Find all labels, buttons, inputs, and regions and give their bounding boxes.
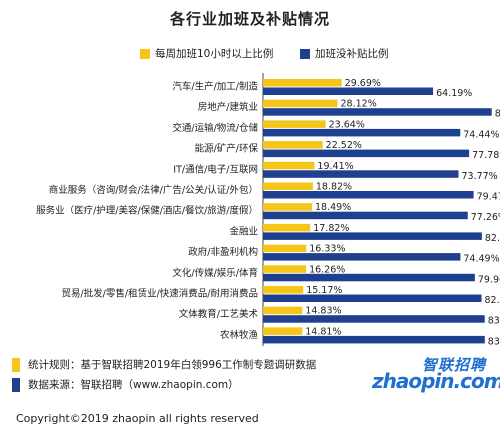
logo-en-text: zhaopin.com bbox=[372, 369, 500, 393]
footer-swatch-yellow bbox=[12, 357, 20, 372]
bar-series1 bbox=[263, 306, 303, 315]
value-label-series1: 22.52% bbox=[326, 140, 362, 151]
category-label: 商业服务（咨询/财会/法律/广告/公关/认证/外包） bbox=[49, 184, 258, 196]
bar-series2 bbox=[263, 335, 485, 344]
bar-series1 bbox=[263, 265, 307, 273]
bar-series2 bbox=[263, 294, 482, 302]
logo-cn-text: 智联招聘 bbox=[421, 356, 486, 374]
category-label: 交通/运输/物流/仓储 bbox=[172, 122, 258, 134]
bar-series2 bbox=[263, 170, 459, 178]
value-label-series1: 29.69% bbox=[345, 78, 381, 89]
legend-label-series1: 每周加班10小时以上比例 bbox=[155, 48, 274, 60]
bar-series1 bbox=[263, 161, 315, 170]
category-label: 汽车/生产/加工/制造 bbox=[172, 81, 258, 93]
value-label-series2: 74.44% bbox=[463, 129, 499, 140]
bar-series2 bbox=[263, 253, 461, 261]
bar-series2 bbox=[263, 273, 475, 282]
copyright-text: Copyright©2019 zhaopin all rights reserv… bbox=[16, 412, 259, 425]
bar-series1 bbox=[263, 203, 312, 211]
legend-swatch-series2 bbox=[300, 48, 310, 59]
value-label-series2: 83.70% bbox=[488, 336, 500, 347]
bar-series2 bbox=[263, 87, 434, 95]
value-label-series1: 23.64% bbox=[329, 119, 365, 130]
footer-note-rule: 统计规则：基于智联招聘2019年白领996工作制专题调研数据 bbox=[12, 357, 316, 372]
value-label-series2: 74.49% bbox=[463, 254, 499, 265]
value-label-series2: 82.46% bbox=[485, 295, 500, 306]
bar-series2 bbox=[263, 149, 470, 158]
category-label: 文化/传媒/娱乐/体育 bbox=[172, 267, 258, 279]
category-label: 文体教育/工艺美术 bbox=[179, 308, 259, 320]
bar-series2 bbox=[263, 315, 485, 323]
bar-series1 bbox=[263, 286, 304, 294]
category-label: 服务业（医疗/护理/美容/保健/酒店/餐饮/旅游/度假） bbox=[36, 205, 258, 217]
footer-swatch-blue bbox=[12, 377, 20, 392]
legend-series1: 每周加班10小时以上比例 bbox=[140, 46, 273, 61]
value-label-series2: 83.67% bbox=[488, 316, 500, 327]
value-label-series2: 79.47% bbox=[477, 192, 500, 203]
category-label: 政府/非盈利机构 bbox=[188, 246, 258, 258]
bar-series2 bbox=[263, 232, 482, 240]
category-label: 农林牧渔 bbox=[220, 329, 259, 341]
chart-area: 汽车/生产/加工/制造 29.69% 64.19% 房地产/建筑业 28.12% 86.3… bbox=[36, 73, 500, 347]
legend-swatch-series1 bbox=[140, 48, 150, 59]
value-label-series1: 18.82% bbox=[316, 182, 352, 193]
value-label-series2: 79.96% bbox=[478, 274, 500, 285]
bar-series1 bbox=[263, 244, 307, 253]
bar-series1 bbox=[263, 182, 313, 190]
legend-label-series2: 加班没补贴比例 bbox=[315, 48, 389, 60]
bar-series1 bbox=[263, 99, 338, 108]
value-label-series2: 86.31% bbox=[495, 109, 500, 120]
category-label: 房地产/建筑业 bbox=[198, 101, 258, 113]
chart-title: 各行业加班及补贴情况 bbox=[169, 10, 330, 28]
bar-series2 bbox=[263, 128, 461, 137]
value-label-series2: 77.26% bbox=[471, 212, 500, 223]
bar-series1 bbox=[263, 327, 303, 335]
bar-series2 bbox=[263, 108, 492, 116]
value-label-series2: 73.77% bbox=[461, 171, 497, 182]
value-label-series1: 19.41% bbox=[317, 161, 353, 172]
value-label-series1: 18.49% bbox=[315, 202, 351, 213]
category-label: IT/通信/电子/互联网 bbox=[173, 163, 258, 175]
bar-series1 bbox=[263, 141, 323, 149]
footer-source-text: 数据来源：智联招聘（www.zhaopin.com） bbox=[28, 379, 239, 391]
footer-rule-text: 统计规则：基于智联招聘2019年白领996工作制专题调研数据 bbox=[28, 359, 317, 371]
legend-series2: 加班没补贴比例 bbox=[300, 46, 389, 61]
bar-series2 bbox=[263, 211, 468, 220]
value-label-series2: 77.78% bbox=[472, 150, 500, 161]
category-label: 贸易/批发/零售/租赁业/快速消费品/耐用消费品 bbox=[61, 288, 258, 300]
value-label-series1: 28.12% bbox=[341, 99, 377, 110]
value-label-series2: 82.60% bbox=[485, 233, 500, 244]
footer-note-source: 数据来源：智联招聘（www.zhaopin.com） bbox=[12, 377, 239, 392]
bar-series2 bbox=[263, 191, 474, 199]
bar-series1 bbox=[263, 79, 342, 87]
value-label-series1: 16.26% bbox=[309, 264, 345, 275]
value-label-series1: 16.33% bbox=[309, 244, 345, 255]
value-label-series1: 15.17% bbox=[306, 285, 342, 296]
value-label-series1: 14.83% bbox=[305, 306, 341, 317]
category-label: 能源/矿产/环保 bbox=[195, 143, 259, 155]
value-label-series2: 64.19% bbox=[436, 88, 472, 99]
value-label-series1: 17.82% bbox=[313, 223, 349, 234]
bar-series1 bbox=[263, 223, 311, 232]
category-label: 金融业 bbox=[229, 225, 258, 237]
value-label-series1: 14.81% bbox=[305, 326, 341, 337]
zhaopin-logo: 智联招聘 zhaopin.com bbox=[372, 356, 500, 393]
bar-series1 bbox=[263, 120, 326, 128]
